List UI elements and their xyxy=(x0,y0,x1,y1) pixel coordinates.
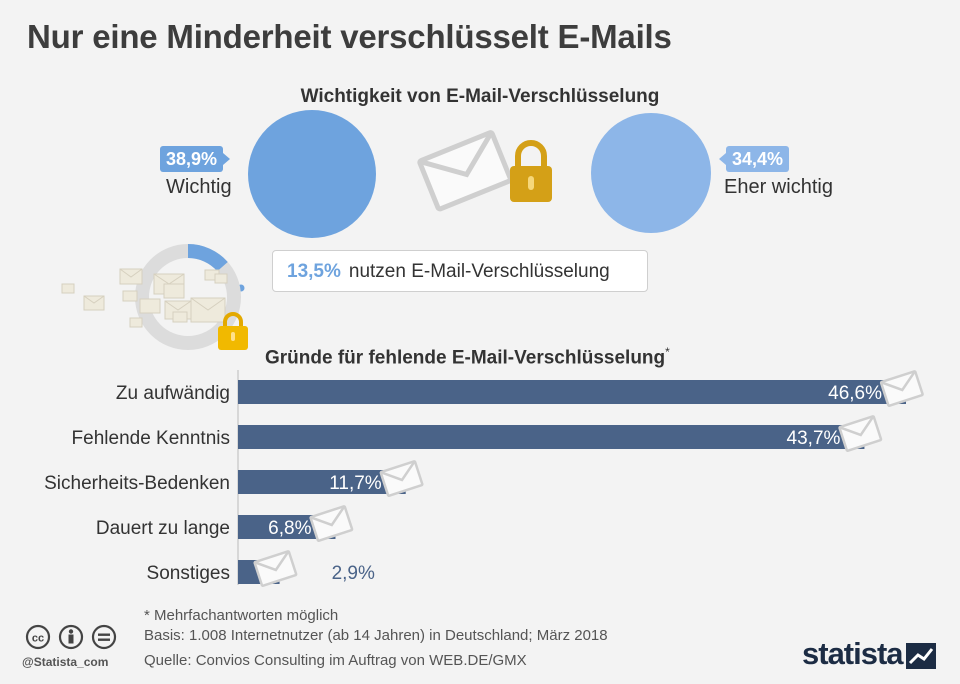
footer-basis: Basis: 1.008 Internetnutzer (ab 14 Jahre… xyxy=(144,627,608,644)
bar-category-label: Sicherheits-Bedenken xyxy=(44,473,230,494)
importance-label-wichtig: Wichtig xyxy=(166,176,232,198)
envelope-icon xyxy=(379,460,424,497)
bar-category-label: Dauert zu lange xyxy=(96,518,230,539)
creative-commons-icons: cc xyxy=(25,624,117,650)
svg-text:cc: cc xyxy=(32,633,44,645)
page-title: Nur eine Minderheit verschlüsselt E-Mail… xyxy=(27,18,672,55)
bar-category-label: Sonstiges xyxy=(147,563,230,584)
envelope-icon xyxy=(879,370,924,407)
bar-chart-title-text: Gründe für fehlende E-Mail-Verschlüsselu… xyxy=(265,347,666,369)
attribution-icon xyxy=(58,624,84,650)
statista-handle: @Statista_com xyxy=(22,655,109,669)
importance-subtitle: Wichtigkeit von E-Mail-Verschlüsselung xyxy=(300,86,660,107)
footer-source: Quelle: Convios Consulting im Auftrag vo… xyxy=(144,652,527,669)
cc-icon xyxy=(25,624,51,650)
importance-label-eher-wichtig: Eher wichtig xyxy=(724,176,833,198)
bar xyxy=(238,425,865,449)
bar xyxy=(238,470,406,494)
bar-value-label: 46,6% xyxy=(828,383,882,404)
envelope-icon xyxy=(838,415,883,452)
usage-value: 13,5% xyxy=(287,261,341,282)
footer-note: * Mehrfachantworten möglich xyxy=(144,607,339,624)
usage-text: nutzen E-Mail-Verschlüsselung xyxy=(348,261,610,282)
envelope-icon xyxy=(253,550,298,587)
statista-logo: statista xyxy=(802,636,904,671)
bar-value-label: 43,7% xyxy=(787,428,841,449)
bar xyxy=(238,380,906,404)
usage-donut xyxy=(61,244,248,350)
importance-value-eher-wichtig: 34,4% xyxy=(718,146,790,172)
donut-usage-arc xyxy=(187,244,228,272)
small-lock-icon xyxy=(218,312,248,350)
statista-logo-mark-icon xyxy=(906,643,936,669)
usage-callout: 13,5% nutzen E-Mail-Verschlüsselung xyxy=(272,250,648,292)
importance-value-wichtig: 38,9% xyxy=(160,146,231,172)
importance-circle-eher-wichtig xyxy=(591,113,711,233)
bar-chart-title-asterisk: * xyxy=(665,345,670,359)
bar-value-label: 2,9% xyxy=(332,563,375,584)
small-envelopes-icon xyxy=(61,268,228,328)
envelope-lock-icon xyxy=(417,130,552,212)
no-derivatives-icon xyxy=(91,624,117,650)
importance-circle-wichtig xyxy=(248,110,376,238)
bar-category-label: Zu aufwändig xyxy=(116,383,230,404)
bar-category-label: Fehlende Kenntnis xyxy=(72,428,230,449)
reasons-bar-chart: Zu aufwändig 46,6% Fehlende Kenntnis 43,7% S… xyxy=(44,370,924,587)
bar-chart-title: Gründe für fehlende E-Mail-Verschlüsselu… xyxy=(265,345,670,369)
envelope-icon xyxy=(309,505,354,542)
bar-value-label: 11,7% xyxy=(329,473,382,494)
bar-value-label: 6,8% xyxy=(268,518,311,539)
